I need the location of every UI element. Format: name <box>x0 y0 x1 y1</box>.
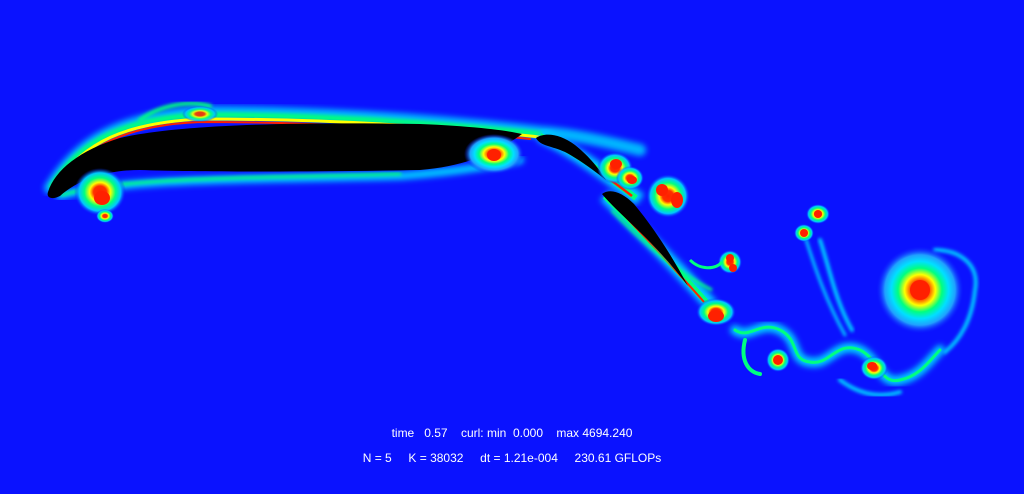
main-element-trailing-vortex <box>464 134 524 174</box>
time-value: 0.57 <box>424 426 448 440</box>
main-element-airfoil <box>47 123 523 199</box>
curl-min-value: 0.000 <box>512 426 543 440</box>
far-wake-vortices <box>766 204 964 380</box>
dt-value: dt = 1.21e-004 <box>480 451 558 465</box>
curl-max-label: max <box>556 426 580 440</box>
time-label: time <box>391 426 415 440</box>
flap-1-airfoil <box>536 134 606 180</box>
k-value: K = 38032 <box>408 451 464 465</box>
n-value: N = 5 <box>362 451 392 465</box>
curl-label: curl: min <box>460 426 507 440</box>
hud-line-solver-stats: N = 5 K = 38032 dt = 1.21e-004 230.61 GF… <box>0 451 1024 465</box>
flap-1-trailing-vortices <box>597 152 690 218</box>
flap-2-airfoil <box>602 191 688 286</box>
hud-line-time-curl: time 0.57 curl: min 0.000 max 4694.240 <box>0 426 1024 440</box>
flap-2-trailing-vortices <box>688 250 742 326</box>
leading-edge-vortices <box>74 106 218 223</box>
gflops-value: 230.61 GFLOPs <box>574 451 662 465</box>
curl-max-value: 4694.240 <box>582 426 633 440</box>
far-wake <box>730 226 978 397</box>
